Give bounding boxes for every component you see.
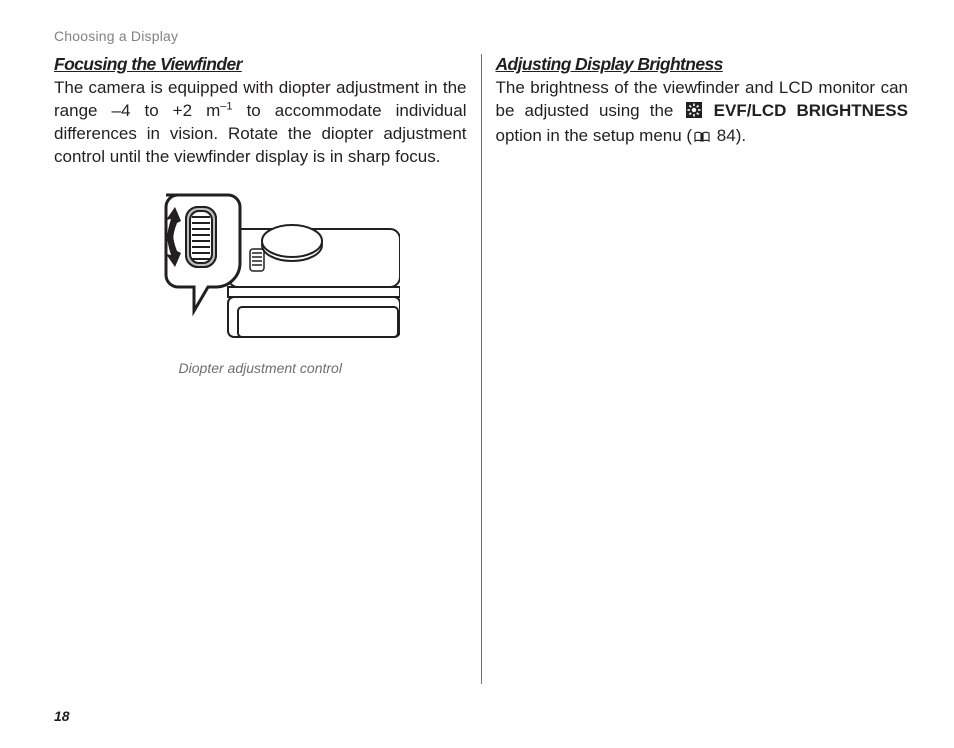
running-head: Choosing a Display xyxy=(54,28,908,44)
right-heading: Adjusting Display Brightness xyxy=(496,54,723,75)
left-body: The camera is equipped with diopter adju… xyxy=(54,77,467,169)
manual-page: Choosing a Display Focusing the Viewfind… xyxy=(0,0,954,748)
two-column-layout: Focusing the Viewfinder The camera is eq… xyxy=(54,54,908,684)
right-body-ref: 84). xyxy=(712,126,746,145)
figure: Diopter adjustment control xyxy=(54,189,467,376)
right-column: Adjusting Display Brightness The brightn… xyxy=(482,54,909,684)
book-icon xyxy=(694,127,710,150)
right-body: The brightness of the viewfinder and LCD… xyxy=(496,77,909,150)
brightness-icon xyxy=(686,102,702,125)
figure-caption: Diopter adjustment control xyxy=(54,360,467,376)
left-body-sup: –1 xyxy=(220,100,232,112)
page-number: 18 xyxy=(54,708,70,724)
diopter-illustration xyxy=(120,189,400,349)
left-heading: Focusing the Viewfinder xyxy=(54,54,242,75)
right-body-post: option in the setup menu ( xyxy=(496,126,693,145)
left-column: Focusing the Viewfinder The camera is eq… xyxy=(54,54,481,684)
right-body-bold: EVF/LCD BRIGHTNESS xyxy=(714,101,908,120)
